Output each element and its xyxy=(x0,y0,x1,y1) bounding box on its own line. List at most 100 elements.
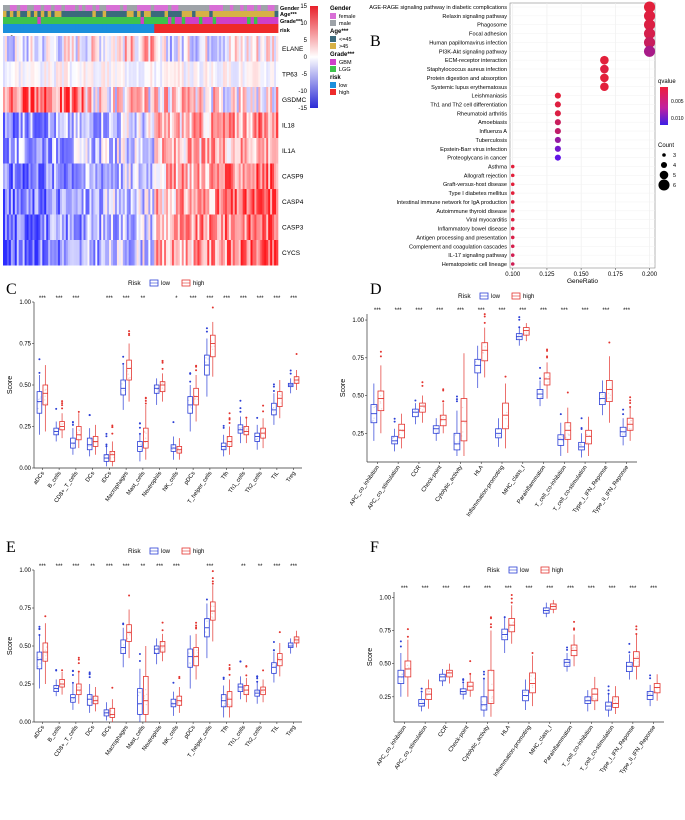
heatmap-cell xyxy=(71,61,75,87)
heatmap-cell xyxy=(171,214,175,240)
outlier-point xyxy=(122,622,125,625)
heatmap-cell xyxy=(256,163,259,189)
heatmap-cell xyxy=(111,189,114,215)
heatmap-cell xyxy=(56,138,59,164)
annotation-cell xyxy=(185,5,190,11)
heatmap-cell xyxy=(52,61,55,87)
heatmap-cell xyxy=(197,189,200,215)
heatmap-cell xyxy=(189,112,192,138)
heatmap-cell xyxy=(107,163,110,189)
heatmap-cell xyxy=(8,36,12,62)
heatmap-cell xyxy=(140,138,143,164)
heatmap-cell xyxy=(122,112,126,138)
heatmap-cell xyxy=(107,138,110,164)
heatmap-cell xyxy=(138,61,141,87)
outlier-point xyxy=(622,408,625,411)
heatmap-cell xyxy=(209,112,212,138)
heatmap-cell xyxy=(71,87,75,113)
significance-label: *** xyxy=(395,308,403,314)
heatmap-cell xyxy=(211,112,214,138)
annotation-cell xyxy=(126,24,131,33)
heatmap-cell xyxy=(61,36,65,62)
heatmap-cell xyxy=(67,214,71,240)
box xyxy=(36,391,43,414)
heatmap-cell xyxy=(56,87,59,113)
heatmap-cell xyxy=(20,61,23,87)
box xyxy=(260,686,266,696)
outlier-point xyxy=(38,358,41,361)
annotation-cell xyxy=(9,17,14,24)
heatmap-cell xyxy=(42,87,45,113)
outlier-point xyxy=(211,570,214,573)
heatmap-cell xyxy=(268,189,271,215)
heatmap-cell xyxy=(262,138,265,164)
term-label: Autoimmune thyroid disease xyxy=(436,209,507,215)
heatmap-cell xyxy=(28,112,31,138)
heatmap-cell xyxy=(95,87,98,113)
heatmap-cell xyxy=(148,189,151,215)
annotation-cell xyxy=(16,5,21,11)
heatmap-cell xyxy=(209,138,212,164)
annotation-cell xyxy=(264,11,269,17)
significance-label: ** xyxy=(258,564,263,570)
outlier-point xyxy=(629,405,632,408)
heatmap-cell xyxy=(164,189,167,215)
heatmap-cell xyxy=(83,240,86,266)
box xyxy=(432,425,440,434)
heatmap-cell xyxy=(34,214,37,240)
heatmap-cell xyxy=(226,240,230,266)
heatmap-cell xyxy=(207,112,210,138)
x-tick-label: Tfh xyxy=(221,725,231,735)
heatmap-cell xyxy=(22,163,25,189)
box xyxy=(76,683,82,696)
heatmap-cell xyxy=(107,61,110,87)
annotation-cell xyxy=(253,11,258,17)
heatmap-cell xyxy=(162,61,165,87)
heatmap-cell xyxy=(130,163,133,189)
heatmap-cell xyxy=(256,214,259,240)
heatmap-cell xyxy=(4,214,8,240)
y-tick-label: 1.00 xyxy=(19,300,31,306)
heatmap-cell xyxy=(148,138,151,164)
heatmap-cell xyxy=(4,36,8,62)
heatmap-cell xyxy=(164,214,167,240)
annotation-cell xyxy=(123,17,128,24)
heatmap-cell xyxy=(32,36,35,62)
outlier-point xyxy=(77,658,80,661)
heatmap-cell xyxy=(230,189,234,215)
term-label: Epstein-Barr virus infection xyxy=(440,147,507,153)
x-tick-label: iDCs xyxy=(101,725,113,739)
annotation-cell xyxy=(257,24,262,33)
heatmap-cell xyxy=(87,189,90,215)
heatmap-cell xyxy=(242,214,245,240)
legend-label: low xyxy=(161,549,171,555)
heatmap-cell xyxy=(175,112,179,138)
heatmap-cell xyxy=(95,61,98,87)
legend-label: female xyxy=(339,14,356,20)
heatmap-cell xyxy=(258,87,261,113)
heatmap-cell xyxy=(217,163,220,189)
heatmap-cell xyxy=(46,240,49,266)
outlier-point xyxy=(195,369,198,372)
heatmap-cell xyxy=(168,189,171,215)
heatmap-cell xyxy=(226,163,230,189)
colorbar-tick-label: -5 xyxy=(302,72,308,78)
heatmap-cell xyxy=(246,36,249,62)
heatmap-cell xyxy=(111,214,114,240)
annotation-cell xyxy=(82,5,86,11)
annotation-cell xyxy=(264,5,269,11)
heatmap-cell xyxy=(136,36,139,62)
heatmap-cell xyxy=(93,112,96,138)
heatmap-cell xyxy=(226,214,230,240)
legend-swatch xyxy=(330,82,336,88)
heatmap-cell xyxy=(65,240,69,266)
heatmap-cell xyxy=(97,112,100,138)
heatmap-cell xyxy=(46,87,49,113)
annotation-cell xyxy=(229,5,234,11)
annotation-cell xyxy=(133,11,138,17)
heatmap-cell xyxy=(71,138,75,164)
heatmap-cell xyxy=(158,138,161,164)
outlier-point xyxy=(635,625,638,628)
heatmap-cell xyxy=(173,61,177,87)
outlier-point xyxy=(105,445,108,448)
